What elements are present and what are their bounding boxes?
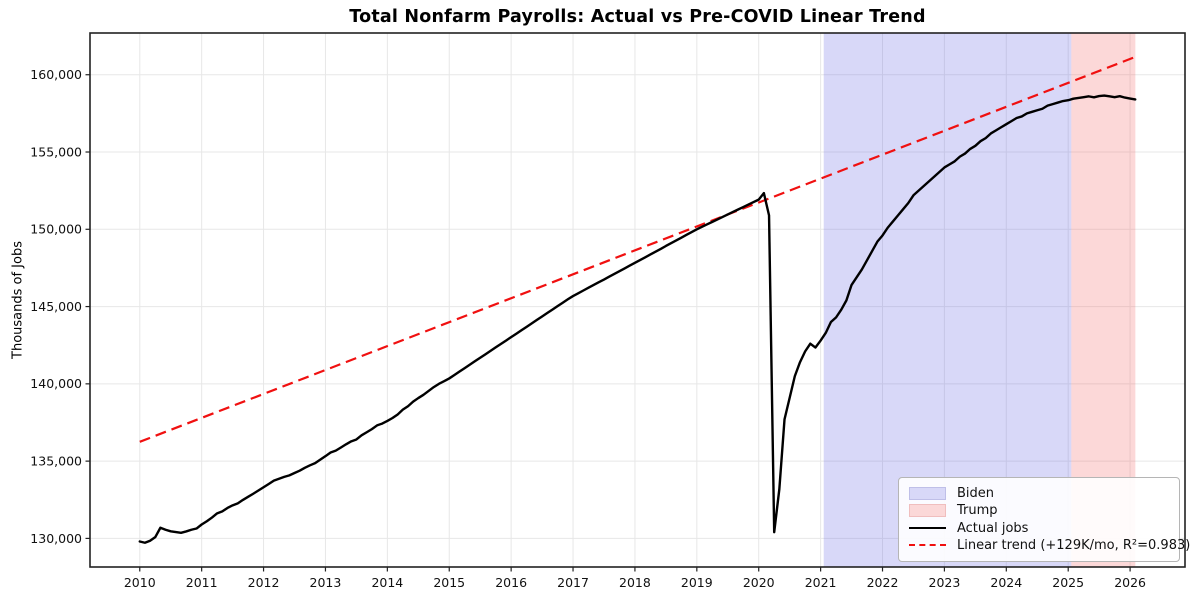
x-tick-label: 2018 — [619, 575, 651, 590]
y-tick-label: 130,000 — [30, 531, 82, 546]
legend-label-biden: Biden — [957, 486, 995, 501]
y-tick-label: 155,000 — [30, 144, 82, 159]
y-tick-label: 150,000 — [30, 222, 82, 237]
x-tick-label: 2021 — [805, 575, 837, 590]
chart-title: Total Nonfarm Payrolls: Actual vs Pre-CO… — [349, 7, 926, 27]
legend: Biden Trump Actual jobs Linear trend (+1… — [898, 477, 1190, 562]
x-tick-label: 2015 — [433, 575, 465, 590]
trump-swatch — [909, 504, 946, 518]
x-tick-label: 2012 — [248, 575, 280, 590]
biden-swatch — [909, 487, 946, 500]
legend-item-linear-trend: Linear trend (+129K/mo, R²=0.983) — [909, 537, 1190, 554]
x-tick-label: 2022 — [867, 575, 899, 590]
y-tick-label: 145,000 — [30, 299, 82, 314]
legend-label-linear-trend: Linear trend (+129K/mo, R²=0.983) — [957, 537, 1191, 553]
x-tick-label: 2024 — [990, 575, 1022, 590]
x-tick-label: 2016 — [495, 575, 527, 590]
linear-trend-swatch — [909, 544, 946, 547]
legend-item-biden: Biden — [909, 485, 1169, 502]
x-tick-label: 2017 — [557, 575, 589, 590]
x-tick-label: 2026 — [1114, 575, 1146, 590]
y-axis-label: Thousands of Jobs — [10, 241, 26, 359]
y-tick-label: 135,000 — [30, 454, 82, 469]
legend-label-trump: Trump — [957, 503, 998, 519]
x-tick-label: 2023 — [929, 575, 961, 590]
y-tick-label: 140,000 — [30, 376, 82, 391]
x-tick-label: 2010 — [124, 575, 156, 590]
actual-jobs-swatch — [909, 527, 946, 530]
legend-item-trump: Trump — [909, 502, 1169, 519]
legend-item-actual-jobs: Actual jobs — [909, 520, 1169, 537]
x-tick-label: 2011 — [186, 575, 218, 590]
x-tick-label: 2025 — [1052, 575, 1084, 590]
linear-trend-line — [139, 55, 1136, 443]
x-tick-label: 2013 — [310, 575, 342, 590]
y-tick-label: 160,000 — [30, 67, 82, 82]
x-tick-label: 2019 — [681, 575, 713, 590]
x-tick-label: 2020 — [743, 575, 775, 590]
x-tick-label: 2014 — [371, 575, 403, 590]
legend-label-actual-jobs: Actual jobs — [957, 520, 1029, 536]
plot-border — [89, 32, 1186, 568]
actual-jobs-line — [138, 94, 1137, 544]
